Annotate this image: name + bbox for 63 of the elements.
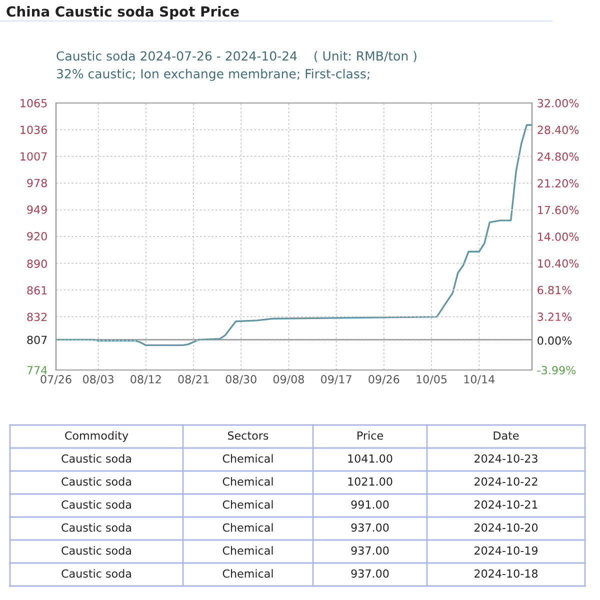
y-tick-label: 920 [27, 232, 47, 240]
text: 937.00 [351, 523, 389, 532]
y-tick-label: 774 [27, 366, 48, 374]
y2-tick-label: 17.60% [538, 206, 579, 214]
y2-tick-label: 21.20% [538, 179, 579, 188]
text: Commodity [65, 431, 128, 442]
y-tick-label: 807 [27, 336, 47, 344]
text: 2024-10-19 [474, 546, 538, 555]
text: Chemical [222, 523, 273, 532]
text: 2024-10-23 [474, 454, 538, 463]
y2-tick-label: 24.80% [538, 152, 579, 161]
y-tick-label: 1036 [20, 126, 47, 134]
y2-tick-label: 3.21% [538, 312, 572, 321]
text: 2024-10-20 [474, 523, 538, 532]
y2-tick-label: 28.40% [538, 126, 579, 134]
y-tick-label: 1007 [20, 152, 47, 161]
y2-tick-label: 0.00% [538, 336, 572, 345]
x-tick-label: 08/30 [226, 375, 256, 384]
text: 2024-10-22 [474, 477, 538, 486]
x-tick-label: 09/08 [273, 375, 304, 384]
text: Price [358, 431, 383, 440]
x-tick-label: 09/17 [321, 375, 352, 384]
y2-tick-label: -3.99% [537, 366, 576, 374]
text: Caustic soda [62, 546, 131, 555]
chart-title: China Caustic soda Spot Price [6, 6, 239, 20]
text: 2024-10-18 [474, 569, 538, 578]
y2-tick-label: 32.00% [538, 98, 579, 108]
text: Date [494, 431, 519, 440]
text: Caustic soda [62, 500, 131, 509]
x-tick-label: 10/05 [416, 375, 447, 384]
y-tick-label: 978 [27, 178, 47, 188]
text: Chemical [222, 500, 273, 509]
x-tick-label: 08/03 [83, 375, 114, 384]
text: Chemical [222, 454, 273, 463]
text: 937.00 [351, 569, 389, 578]
text: 1041.00 [348, 454, 392, 463]
text: 1021.00 [348, 477, 392, 486]
text: Caustic soda [62, 454, 131, 463]
text: 937.00 [351, 546, 389, 555]
text: 2024-10-21 [474, 500, 538, 509]
y-tick-label: 1065 [20, 98, 47, 108]
x-tick-label: 08/12 [130, 375, 161, 384]
text: 991.00 [351, 500, 389, 509]
chart-subtitle: Caustic soda 2024-07-26 - 2024-10-24 ( Unit: RMB/ton ) 32% caustic; Ion exchange membrane; First-class; [56, 51, 416, 81]
text: Sectors [228, 431, 268, 440]
y2-tick-label: 14.00% [538, 232, 579, 241]
x-tick-label: 10/14 [464, 375, 494, 384]
text: Chemical [222, 546, 273, 555]
text: Caustic soda [62, 569, 131, 578]
text: Chemical [222, 477, 273, 486]
y-tick-label: 861 [27, 286, 47, 295]
x-tick-label: 08/21 [178, 375, 208, 384]
y2-tick-label: 10.40% [538, 259, 579, 268]
y-tick-label: 949 [27, 205, 47, 214]
x-tick-label: 07/26 [40, 375, 72, 384]
y-tick-label: 832 [27, 312, 47, 322]
x-tick-label: 09/26 [368, 375, 400, 384]
text: Caustic soda [62, 477, 131, 486]
y2-tick-label: 6.81% [538, 286, 572, 294]
text: Chemical [222, 569, 273, 578]
line-series [56, 124, 532, 346]
y-tick-label: 890 [27, 260, 47, 268]
text: Caustic soda [62, 523, 131, 532]
